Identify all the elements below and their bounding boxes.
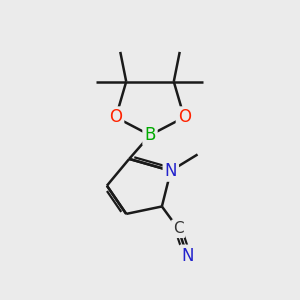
Text: O: O <box>178 108 191 126</box>
Text: O: O <box>109 108 122 126</box>
Text: N: N <box>181 247 194 265</box>
Text: B: B <box>144 126 156 144</box>
Text: C: C <box>173 221 184 236</box>
Text: N: N <box>165 162 177 180</box>
